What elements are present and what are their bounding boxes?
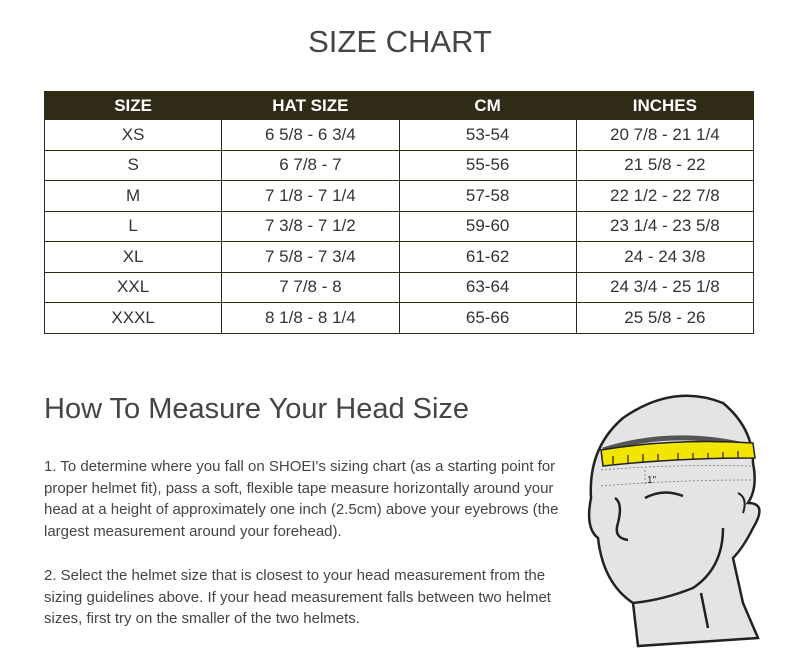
table-row: XS 6 5/8 - 6 3/4 53-54 20 7/8 - 21 1/4 xyxy=(43,119,755,151)
table-cell: 20 7/8 - 21 1/4 xyxy=(575,119,755,151)
table-cell: 6 5/8 - 6 3/4 xyxy=(221,119,400,151)
table-cell: 21 5/8 - 22 xyxy=(575,149,755,181)
table-cell: 57-58 xyxy=(398,180,577,212)
table-cell: L xyxy=(43,210,223,242)
table-cell: 63-64 xyxy=(398,271,577,303)
table-cell: 55-56 xyxy=(398,149,577,181)
table-cell: 25 5/8 - 26 xyxy=(575,302,755,334)
table-cell: S xyxy=(43,149,223,181)
table-row: XXL 7 7/8 - 8 63-64 24 3/4 - 25 1/8 xyxy=(43,271,755,303)
table-cell: 7 3/8 - 7 1/2 xyxy=(221,210,400,242)
table-cell: 61-62 xyxy=(398,241,577,273)
table-cell: 6 7/8 - 7 xyxy=(221,149,400,181)
section-heading: How To Measure Your Head Size xyxy=(44,393,470,425)
size-chart-table: SIZE HAT SIZE CM INCHES XS 6 5/8 - 6 3/4 53-5… xyxy=(43,91,755,334)
table-cell: XXXL xyxy=(43,302,223,334)
instruction-paragraph-1: 1. To determine where you fall on SHOEI'… xyxy=(44,458,559,541)
table-cell: 22 1/2 - 22 7/8 xyxy=(575,180,755,212)
table-cell: 65-66 xyxy=(398,302,577,334)
table-cell: 7 1/8 - 7 1/4 xyxy=(221,180,400,212)
table-row: XL 7 5/8 - 7 3/4 61-62 24 - 24 3/8 xyxy=(43,241,755,273)
table-cell: 24 - 24 3/8 xyxy=(575,241,755,273)
table-header-row: SIZE HAT SIZE CM INCHES xyxy=(43,91,755,120)
table-cell: XXL xyxy=(43,271,223,303)
column-header: HAT SIZE xyxy=(221,91,400,120)
table-cell: XS xyxy=(43,119,223,151)
table-cell: XL xyxy=(43,241,223,273)
page-title: SIZE CHART xyxy=(308,24,492,59)
table-cell: 7 5/8 - 7 3/4 xyxy=(221,241,400,273)
one-inch-label: 1" xyxy=(647,475,657,486)
table-cell: 7 7/8 - 8 xyxy=(221,271,400,303)
table-cell: 23 1/4 - 23 5/8 xyxy=(575,210,755,242)
table-cell: 8 1/8 - 8 1/4 xyxy=(221,302,400,334)
table-cell: 53-54 xyxy=(398,119,577,151)
column-header: CM xyxy=(398,91,577,120)
table-cell: 59-60 xyxy=(398,210,577,242)
column-header: SIZE xyxy=(43,91,223,120)
head-measurement-illustration: 1" xyxy=(587,394,761,648)
table-row: XXXL 8 1/8 - 8 1/4 65-66 25 5/8 - 26 xyxy=(43,302,755,334)
instruction-paragraph-2: 2. Select the helmet size that is closes… xyxy=(44,567,551,628)
column-header: INCHES xyxy=(575,91,755,120)
table-cell: 24 3/4 - 25 1/8 xyxy=(575,271,755,303)
table-cell: M xyxy=(43,180,223,212)
